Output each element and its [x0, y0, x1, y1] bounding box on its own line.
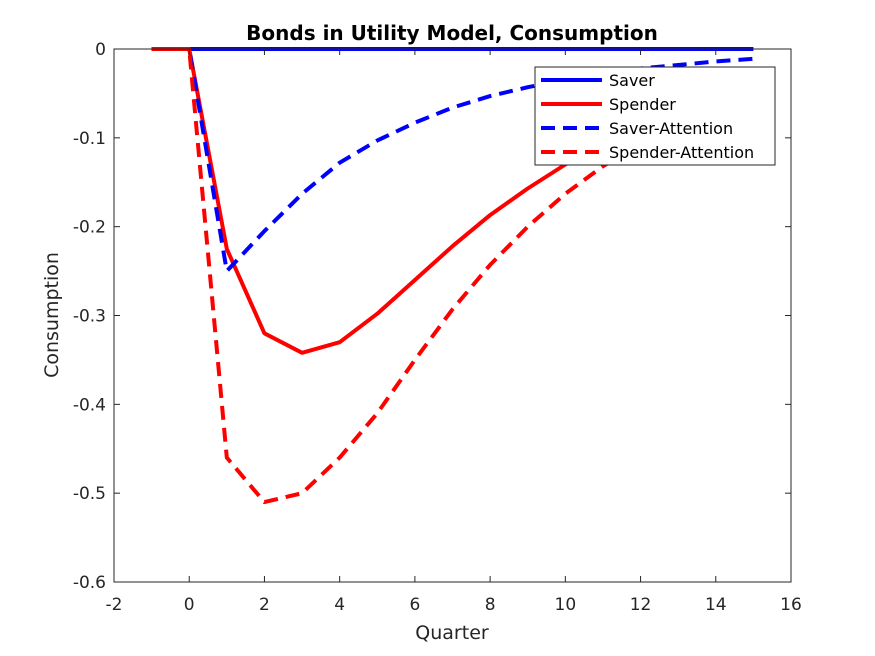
x-tick-label: -2 [106, 595, 123, 615]
y-tick-label: -0.3 [73, 307, 106, 327]
x-tick-label: 16 [780, 595, 802, 615]
ticks-layer: -2 0 2 4 6 8 10 12 14 16 0 -0.1 -0.2 -0.3 -0.4 -0.5 -0.6 [73, 40, 802, 615]
x-axis-label: Quarter [415, 622, 489, 644]
legend: Saver Spender Saver-Attention Spender-Atten… [534, 66, 776, 166]
legend-box [534, 66, 776, 166]
chart-title: Bonds in Utility Model, Consumption [246, 21, 658, 45]
legend-label: Spender-Attention [609, 143, 754, 162]
x-tick-label: 4 [334, 595, 345, 615]
legend-label: Saver [609, 71, 655, 90]
x-tick-label: 10 [555, 595, 577, 615]
y-tick-label: 0 [95, 40, 106, 60]
legend-label: Spender [609, 95, 676, 114]
y-tick-label: -0.4 [73, 395, 106, 415]
y-tick-label: -0.2 [73, 218, 106, 238]
x-tick-label: 0 [184, 595, 195, 615]
x-tick-label: 6 [409, 595, 420, 615]
x-tick-label: 14 [705, 595, 727, 615]
x-tick-label: 12 [630, 595, 652, 615]
legend-label: Saver-Attention [609, 119, 733, 138]
y-tick-label: -0.1 [73, 129, 106, 149]
x-tick-label: 2 [259, 595, 270, 615]
y-tick-label: -0.5 [73, 484, 106, 504]
x-tick-label: 8 [485, 595, 496, 615]
y-axis-label: Consumption [41, 252, 63, 378]
series-line-spender-attention [151, 47, 755, 505]
y-tick-label: -0.6 [73, 573, 106, 593]
